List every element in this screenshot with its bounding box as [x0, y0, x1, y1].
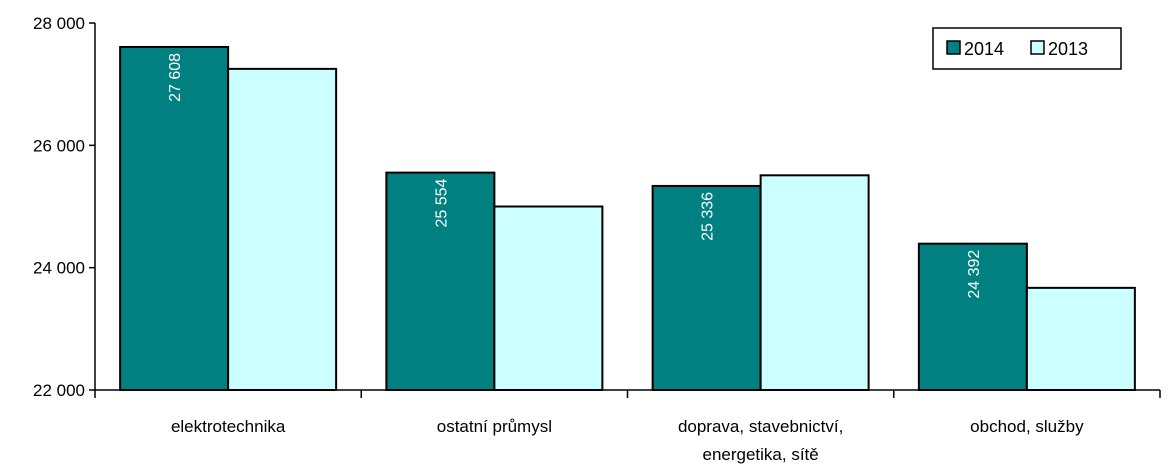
bar-2013-2 [493, 205, 604, 391]
x-category-label: energetika, sítě [703, 445, 819, 464]
data-label-2014-1: 27 608 [167, 53, 184, 102]
data-labels-group: 27 608 25 554 25 336 24 392 [167, 53, 983, 299]
axes-group: 22 000 24 000 26 000 28 000 elektrotechnika o… [33, 14, 1161, 464]
bar-2014-3 [651, 184, 762, 391]
y-tick-label: 26 000 [33, 136, 85, 155]
legend-box [932, 27, 1122, 70]
x-category-label: elektrotechnika [171, 417, 286, 436]
bar-2014-1 [119, 45, 230, 392]
legend: 2014 2013 [932, 27, 1122, 70]
legend-label-2014: 2014 [964, 39, 1004, 59]
x-category-label: obchod, služby [970, 417, 1084, 436]
bars-group [119, 45, 1136, 392]
bar-2014-2 [385, 171, 496, 391]
legend-swatch-2014 [946, 40, 961, 55]
data-label-2014-4: 24 392 [966, 250, 983, 299]
bar-2013-1 [227, 67, 338, 391]
legend-swatch-2013 [1030, 40, 1045, 55]
data-label-2014-3: 25 336 [700, 192, 717, 241]
legend-label-2013: 2013 [1048, 39, 1088, 59]
y-tick-label: 22 000 [33, 381, 85, 400]
y-tick-label: 28 000 [33, 14, 85, 33]
x-category-label: ostatní průmysl [437, 417, 552, 436]
bar-2013-4 [1025, 286, 1136, 391]
x-category-label: doprava, stavebnictví, [678, 417, 843, 436]
bar-2013-3 [759, 174, 870, 391]
data-label-2014-2: 25 554 [433, 179, 450, 228]
y-tick-label: 24 000 [33, 259, 85, 278]
